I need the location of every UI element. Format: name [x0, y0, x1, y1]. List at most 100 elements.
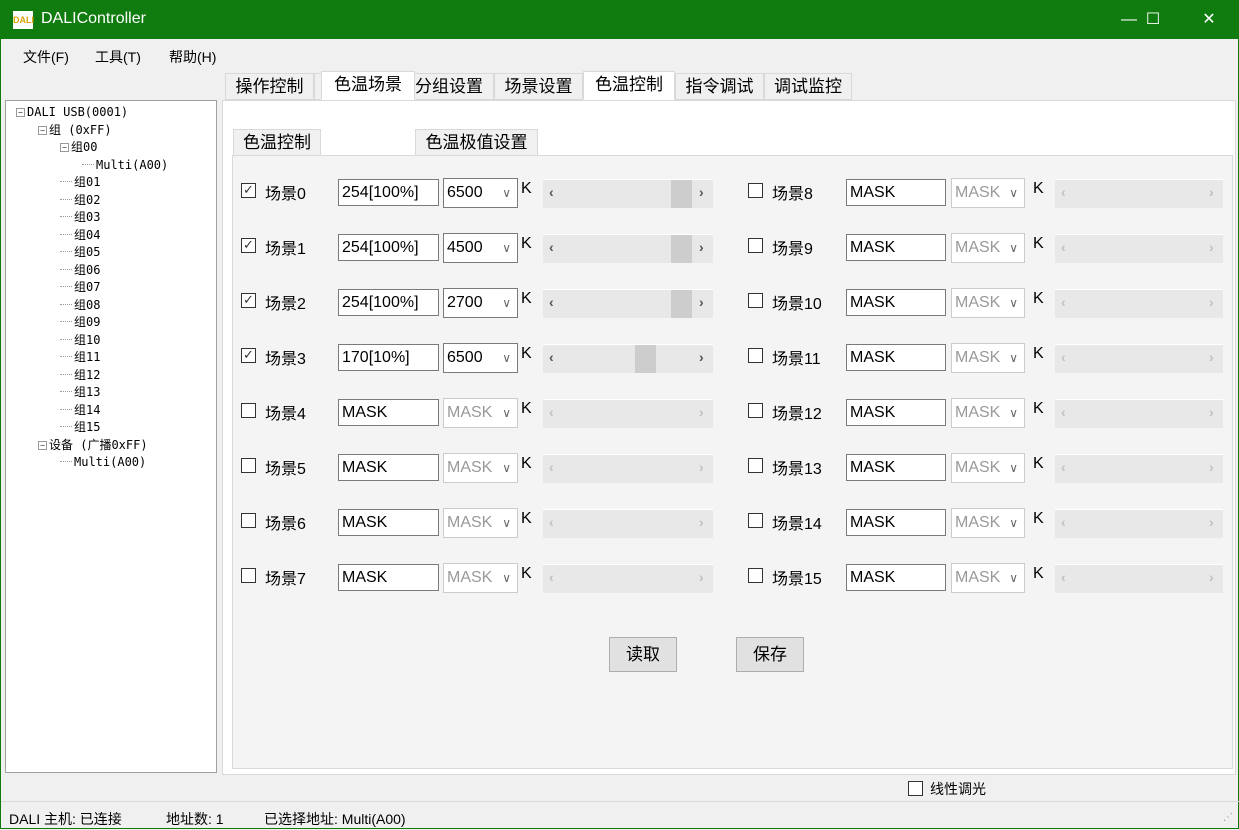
scroll-right-icon[interactable]: › — [1209, 459, 1214, 475]
collapse-icon[interactable]: − — [38, 440, 47, 450]
scroll-left-icon[interactable]: ‹ — [1061, 294, 1066, 310]
scroll-left-icon[interactable]: ‹ — [549, 404, 554, 420]
slider-thumb[interactable] — [634, 345, 656, 373]
sub-tab-0[interactable]: 色温控制 — [233, 129, 321, 156]
scene-cct-slider[interactable]: ‹ › — [543, 234, 713, 263]
scroll-right-icon[interactable]: › — [699, 349, 704, 365]
tree-node[interactable]: 组02 — [60, 192, 100, 208]
scene-cct-select[interactable]: MASK ∨ — [951, 563, 1025, 593]
scroll-right-icon[interactable]: › — [699, 514, 704, 530]
scene-cct-select[interactable]: MASK ∨ — [443, 563, 518, 593]
scene-checkbox[interactable]: ✓ — [241, 238, 256, 253]
tree-node[interactable]: − 组 (0xFF) — [38, 122, 112, 138]
scroll-left-icon[interactable]: ‹ — [1061, 239, 1066, 255]
scroll-left-icon[interactable]: ‹ — [1061, 569, 1066, 585]
scene-cct-slider[interactable]: ‹ › — [543, 289, 713, 318]
scene-cct-select[interactable]: MASK ∨ — [951, 453, 1025, 483]
scroll-left-icon[interactable]: ‹ — [549, 459, 554, 475]
scene-cct-select[interactable]: MASK ∨ — [951, 343, 1025, 373]
resize-grip-icon[interactable]: ⋰ — [1223, 812, 1233, 823]
scene-cct-slider[interactable]: ‹ › — [1055, 234, 1223, 263]
scroll-right-icon[interactable]: › — [699, 294, 704, 310]
collapse-icon[interactable]: − — [60, 143, 69, 152]
scene-cct-slider[interactable]: ‹ › — [1055, 344, 1223, 373]
scene-checkbox[interactable]: ✓ — [241, 183, 256, 198]
scene-cct-slider[interactable]: ‹ › — [1055, 509, 1223, 538]
scroll-left-icon[interactable]: ‹ — [549, 239, 554, 255]
scene-cct-slider[interactable]: ‹ › — [543, 344, 713, 373]
scene-cct-select[interactable]: 6500 ∨ — [443, 178, 518, 208]
scene-cct-slider[interactable]: ‹ › — [543, 454, 713, 483]
scene-cct-select[interactable]: 6500 ∨ — [443, 343, 518, 373]
scene-checkbox[interactable] — [748, 513, 763, 528]
scroll-right-icon[interactable]: › — [699, 404, 704, 420]
slider-thumb[interactable] — [671, 235, 692, 263]
scene-level-input[interactable]: MASK — [846, 289, 946, 316]
scene-checkbox[interactable] — [748, 183, 763, 198]
scene-cct-slider[interactable]: ‹ › — [543, 564, 713, 593]
menu-file[interactable]: 文件(F) — [23, 49, 69, 65]
tree-node[interactable]: 组01 — [60, 174, 100, 190]
scroll-right-icon[interactable]: › — [699, 184, 704, 200]
scene-cct-select[interactable]: 4500 ∨ — [443, 233, 518, 263]
scroll-left-icon[interactable]: ‹ — [1061, 349, 1066, 365]
scene-checkbox[interactable] — [748, 458, 763, 473]
scroll-right-icon[interactable]: › — [1209, 349, 1214, 365]
scene-level-input[interactable]: 254[100%] — [338, 234, 439, 261]
scene-level-input[interactable]: MASK — [846, 509, 946, 536]
scene-cct-select[interactable]: MASK ∨ — [951, 233, 1025, 263]
scene-cct-select[interactable]: MASK ∨ — [443, 453, 518, 483]
tree-node[interactable]: Multi(A00) — [60, 454, 146, 470]
scene-checkbox[interactable] — [241, 513, 256, 528]
tree-node[interactable]: 组15 — [60, 419, 100, 435]
scene-checkbox[interactable] — [241, 403, 256, 418]
scene-level-input[interactable]: MASK — [846, 454, 946, 481]
scene-level-input[interactable]: 254[100%] — [338, 179, 439, 206]
tree-node[interactable]: 组08 — [60, 297, 100, 313]
scene-cct-select[interactable]: MASK ∨ — [443, 508, 518, 538]
scene-checkbox[interactable] — [748, 568, 763, 583]
scroll-right-icon[interactable]: › — [1209, 404, 1214, 420]
save-button[interactable]: 保存 — [736, 637, 804, 672]
scene-level-input[interactable]: MASK — [846, 344, 946, 371]
scroll-left-icon[interactable]: ‹ — [549, 349, 554, 365]
tree-node[interactable]: 组06 — [60, 262, 100, 278]
scroll-left-icon[interactable]: ‹ — [1061, 514, 1066, 530]
scene-cct-slider[interactable]: ‹ › — [1055, 179, 1223, 208]
scene-cct-slider[interactable]: ‹ › — [1055, 454, 1223, 483]
scroll-right-icon[interactable]: › — [1209, 569, 1214, 585]
scene-cct-slider[interactable]: ‹ › — [1055, 399, 1223, 428]
collapse-icon[interactable]: − — [38, 125, 47, 135]
tree-node[interactable]: 组05 — [60, 244, 100, 260]
scene-cct-slider[interactable]: ‹ › — [1055, 564, 1223, 593]
scroll-right-icon[interactable]: › — [699, 459, 704, 475]
tree-node[interactable]: 组11 — [60, 349, 100, 365]
scene-level-input[interactable]: MASK — [846, 399, 946, 426]
scroll-left-icon[interactable]: ‹ — [549, 514, 554, 530]
sub-tab-1[interactable]: 色温场景 — [321, 71, 415, 100]
scroll-right-icon[interactable]: › — [1209, 514, 1214, 530]
scroll-left-icon[interactable]: ‹ — [549, 569, 554, 585]
scroll-left-icon[interactable]: ‹ — [1061, 459, 1066, 475]
tree-node[interactable]: − 组00 — [60, 139, 97, 155]
scene-level-input[interactable]: 170[10%] — [338, 344, 439, 371]
slider-thumb[interactable] — [671, 180, 692, 208]
slider-thumb[interactable] — [671, 290, 692, 318]
scene-checkbox[interactable] — [748, 293, 763, 308]
scene-cct-select[interactable]: MASK ∨ — [951, 288, 1025, 318]
tree-node[interactable]: Multi(A00) — [82, 157, 168, 173]
tree-node[interactable]: − DALI USB(0001) — [16, 104, 128, 120]
scroll-right-icon[interactable]: › — [699, 239, 704, 255]
linear-dimming-checkbox[interactable] — [908, 781, 923, 796]
scene-checkbox[interactable] — [241, 568, 256, 583]
scene-level-input[interactable]: MASK — [338, 399, 439, 426]
scene-checkbox[interactable] — [748, 238, 763, 253]
tab-6[interactable]: 调试监控 — [764, 73, 852, 100]
sub-tab-2[interactable]: 色温极值设置 — [415, 129, 538, 156]
close-icon[interactable]: ✕ — [1202, 11, 1216, 28]
scene-cct-select[interactable]: 2700 ∨ — [443, 288, 518, 318]
read-button[interactable]: 读取 — [609, 637, 677, 672]
scroll-right-icon[interactable]: › — [699, 569, 704, 585]
tree-node[interactable]: 组03 — [60, 209, 100, 225]
scene-level-input[interactable]: MASK — [846, 234, 946, 261]
